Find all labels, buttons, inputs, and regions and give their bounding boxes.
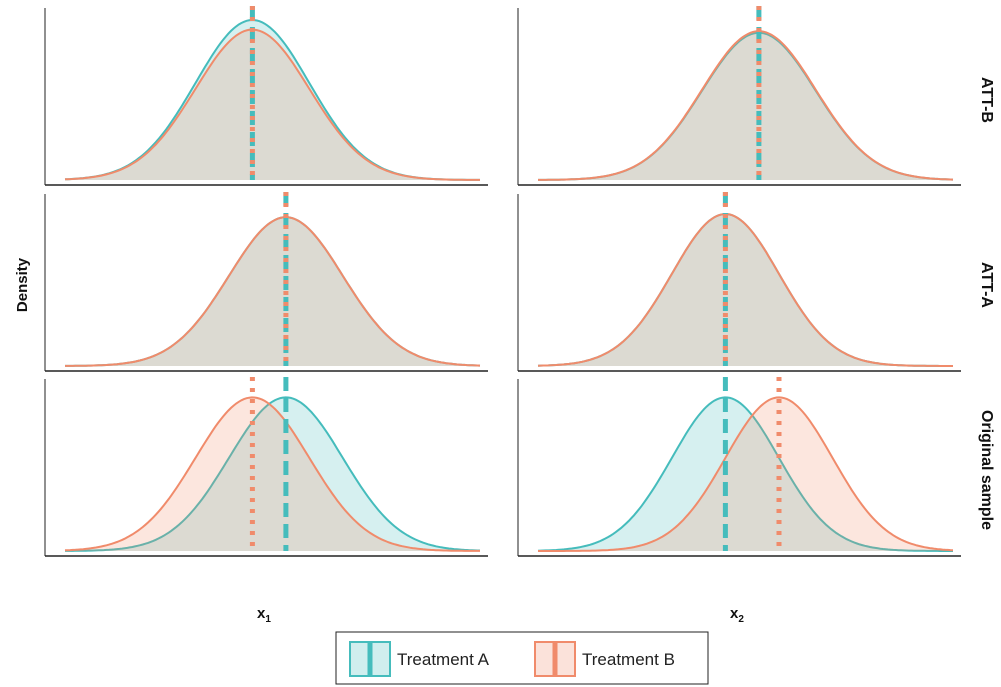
legend: Treatment A Treatment B (336, 632, 708, 684)
x-axis-title-col2: x2 (730, 605, 744, 625)
panel-att-b-col2 (518, 6, 961, 185)
row-strip-label-att-a: ATT-A (978, 262, 995, 308)
panel-att-b-col1-area-b (65, 30, 480, 180)
panel-att-a-col2-area-b (538, 214, 953, 366)
x-axis-title-col1-subscript: 1 (265, 614, 271, 625)
panels-layer (45, 6, 961, 556)
panel-att-a-col2 (518, 192, 961, 371)
x-axis-title-col1: x1 (257, 605, 271, 625)
row-strip-label-original-sample: Original sample (978, 410, 995, 530)
panel-original-sample-col1-area-b (65, 397, 480, 551)
panel-original-sample-col1 (45, 377, 488, 556)
legend-key-treatment-b (535, 642, 575, 676)
panel-att-a-col1 (45, 192, 488, 371)
panel-original-sample-col2 (518, 377, 961, 556)
row-strip-label-att-b: ATT-B (978, 77, 995, 123)
legend-key-treatment-a (350, 642, 390, 676)
y-axis-title: Density (14, 257, 31, 312)
panel-att-b-col1 (45, 6, 488, 185)
legend-label-treatment-b: Treatment B (582, 650, 675, 669)
panel-att-a-col1-area-b (65, 217, 480, 366)
panel-att-b-col2-area-b (538, 31, 953, 180)
x-axis-title-col2-subscript: 2 (738, 614, 744, 625)
legend-label-treatment-a: Treatment A (397, 650, 490, 669)
